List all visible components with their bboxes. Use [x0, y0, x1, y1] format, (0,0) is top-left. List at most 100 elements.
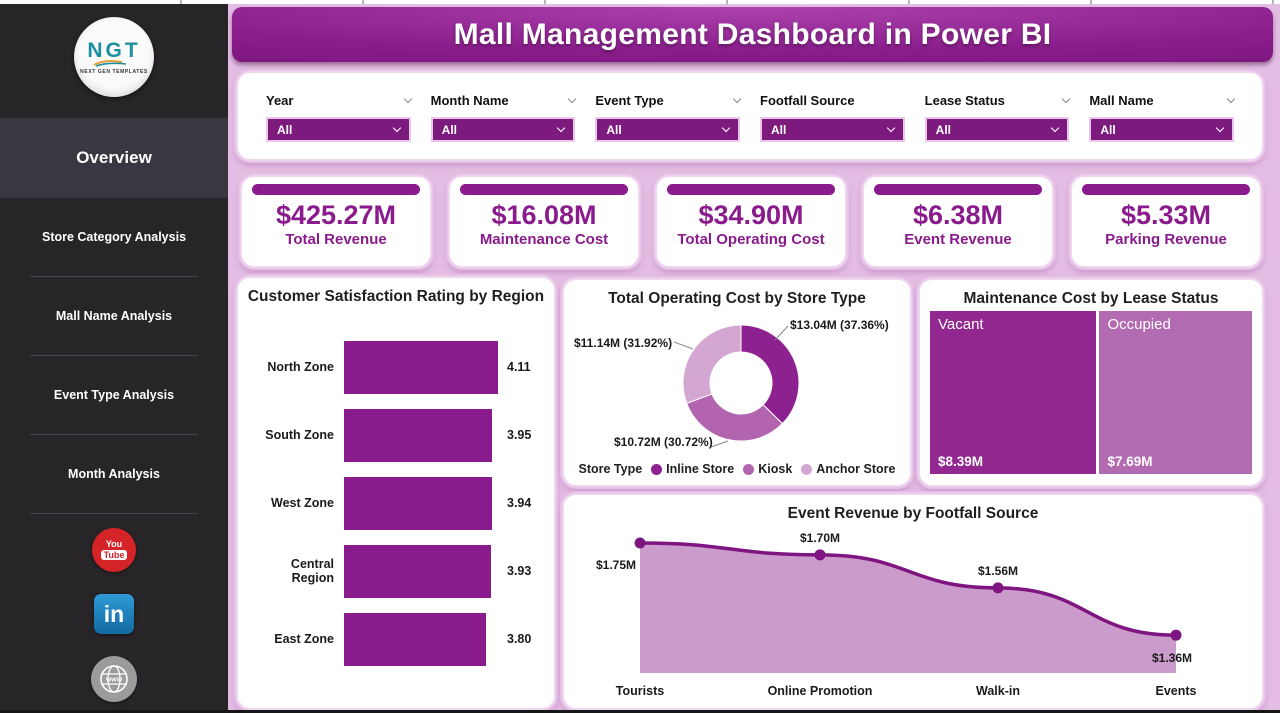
sidebar-item-event-type-analysis[interactable]: Event Type Analysis: [53, 388, 175, 402]
bar-chart-title: Customer Satisfaction Rating by Region: [247, 288, 545, 305]
filter-row: Year All Month Name All Event Type All F…: [238, 73, 1262, 142]
area-point-online-promotion[interactable]: [814, 549, 826, 561]
bar[interactable]: [344, 340, 498, 394]
filter-month-name: Month Name All: [430, 90, 577, 142]
slicer-label: Event Type: [595, 92, 664, 108]
donut-data-label: $10.72M (30.72%): [614, 435, 713, 449]
legend-item-anchor-store[interactable]: Anchor Store: [801, 462, 895, 476]
donut-slice-kiosk[interactable]: [686, 393, 784, 442]
legend-item-kiosk[interactable]: Kiosk: [743, 462, 792, 476]
bar[interactable]: [344, 408, 492, 462]
slicer-label: Month Name: [430, 92, 509, 108]
nav-divider: [30, 355, 198, 356]
donut-slice-inline-store[interactable]: [740, 324, 800, 425]
filter-year: Year All: [266, 90, 412, 142]
svg-text:www: www: [105, 677, 123, 684]
bar-chart-row: West Zone 3.94: [250, 469, 546, 537]
sidebar: NGT NEXT GEN TEMPLATES Overview Store Cat…: [0, 4, 228, 713]
chevron-down-icon: [392, 123, 401, 132]
kpi-value: $6.38M: [912, 200, 1004, 230]
bar[interactable]: [344, 544, 492, 598]
area-x-tick-label: Tourists: [616, 684, 664, 698]
website-icon[interactable]: www: [91, 656, 137, 702]
nav-divider: [30, 276, 198, 277]
slicer-value: All: [277, 122, 293, 137]
slicer-value: All: [771, 122, 787, 137]
filter-event-type: Event Type All: [595, 90, 742, 142]
sidebar-item-mall-name-analysis[interactable]: Mall Name Analysis: [55, 309, 173, 323]
treemap-node-occupied[interactable]: Occupied $7.69M: [1099, 311, 1252, 474]
area-data-label: $1.70M: [800, 531, 840, 545]
kpi-accent-bar: [252, 184, 420, 195]
sidebar-item-store-category-analysis[interactable]: Store Category Analysis: [41, 230, 187, 244]
top-ruler: [0, 0, 1280, 4]
treemap-node-vacant[interactable]: Vacant $8.39M: [930, 311, 1097, 474]
kpi-label: Maintenance Cost: [479, 231, 609, 249]
bar-category-label: Central Region: [290, 557, 334, 585]
kpi-label: Total Operating Cost: [677, 231, 825, 249]
chevron-down-icon[interactable]: [732, 94, 742, 103]
globe-glyph: www: [100, 665, 128, 693]
social-links: You Tube in www: [0, 528, 228, 702]
chevron-down-icon[interactable]: [403, 94, 412, 103]
donut-legend: Store Type Inline Store Kiosk Anchor Store: [564, 462, 910, 476]
chevron-down-icon: [721, 123, 731, 132]
treemap-title: Maintenance Cost by Lease Status: [963, 290, 1219, 307]
area-point-tourists[interactable]: [634, 537, 646, 549]
bar-chart-row: Central Region 3.93: [250, 537, 546, 605]
area-chart: $1.75M Tourists $1.70M Online Promotion $1.5…: [596, 531, 1197, 698]
kpi-card-parking-revenue: $5.33M Parking Revenue: [1070, 175, 1262, 268]
logo-text: NGT: [87, 38, 141, 62]
slicer-dropdown[interactable]: All: [924, 117, 1070, 142]
legend-item-inline-store[interactable]: Inline Store: [651, 462, 734, 476]
slicer-dropdown[interactable]: All: [760, 117, 905, 142]
sidebar-item-overview[interactable]: Overview: [0, 118, 228, 198]
chevron-down-icon: [557, 123, 566, 132]
donut-leader-line: [710, 440, 729, 448]
bar[interactable]: [344, 476, 492, 530]
sidebar-item-month-analysis[interactable]: Month Analysis: [68, 467, 160, 481]
donut-leader-line: [774, 325, 789, 341]
area-data-label: $1.36M: [1152, 651, 1192, 665]
kpi-value: $5.33M: [1120, 200, 1212, 230]
kpi-accent-bar: [460, 184, 628, 195]
treemap-node-name: Vacant: [938, 316, 984, 333]
legend-dot-icon: [651, 463, 663, 475]
bottom-edge: [0, 710, 1280, 713]
kpi-card-event-revenue: $6.38M Event Revenue: [862, 175, 1054, 268]
chevron-down-icon[interactable]: [1226, 94, 1236, 103]
slicer-value: All: [606, 122, 622, 137]
filter-footfall-source: Footfall Source All: [760, 90, 905, 142]
youtube-icon[interactable]: You Tube: [92, 528, 136, 572]
slicer-label: Lease Status: [924, 92, 1005, 108]
donut-slice-anchor-store[interactable]: [682, 324, 742, 405]
donut-chart: $13.04M (37.36%) $11.14M (31.92%) $10.72M …: [574, 318, 889, 449]
chevron-down-icon: [886, 123, 895, 132]
slicer-dropdown[interactable]: All: [430, 117, 576, 142]
bar[interactable]: [344, 612, 487, 666]
logo: NGT NEXT GEN TEMPLATES: [0, 4, 228, 110]
bar-value-label: 3.93: [507, 564, 532, 578]
chevron-down-icon[interactable]: [568, 94, 577, 103]
slicer-dropdown[interactable]: All: [1089, 117, 1234, 142]
area-x-tick-label: Walk-in: [976, 684, 1020, 698]
area-x-tick-label: Events: [1156, 684, 1197, 698]
area-point-walk-in[interactable]: [992, 582, 1004, 594]
bar-category-label: North Zone: [267, 360, 334, 374]
bar-category-label: South Zone: [265, 428, 334, 442]
ngt-logo-icon: NGT NEXT GEN TEMPLATES: [74, 17, 154, 97]
treemap-node-value: $7.69M: [1107, 454, 1153, 469]
area-data-label: $1.56M: [978, 564, 1018, 578]
header-banner: Mall Management Dashboard in Power BI: [232, 7, 1273, 62]
slicer-label: Footfall Source: [760, 92, 855, 108]
linkedin-icon[interactable]: in: [94, 594, 134, 634]
area-line: [639, 541, 1177, 637]
kpi-value: $425.27M: [275, 200, 397, 230]
area-point-events[interactable]: [1170, 629, 1182, 641]
chevron-down-icon[interactable]: [1062, 94, 1071, 103]
bar-value-label: 4.11: [507, 360, 531, 374]
slicer-dropdown[interactable]: All: [595, 117, 740, 142]
bar-value-label: 3.94: [507, 496, 532, 510]
legend-dot-icon: [801, 463, 813, 475]
slicer-dropdown[interactable]: All: [266, 117, 411, 142]
